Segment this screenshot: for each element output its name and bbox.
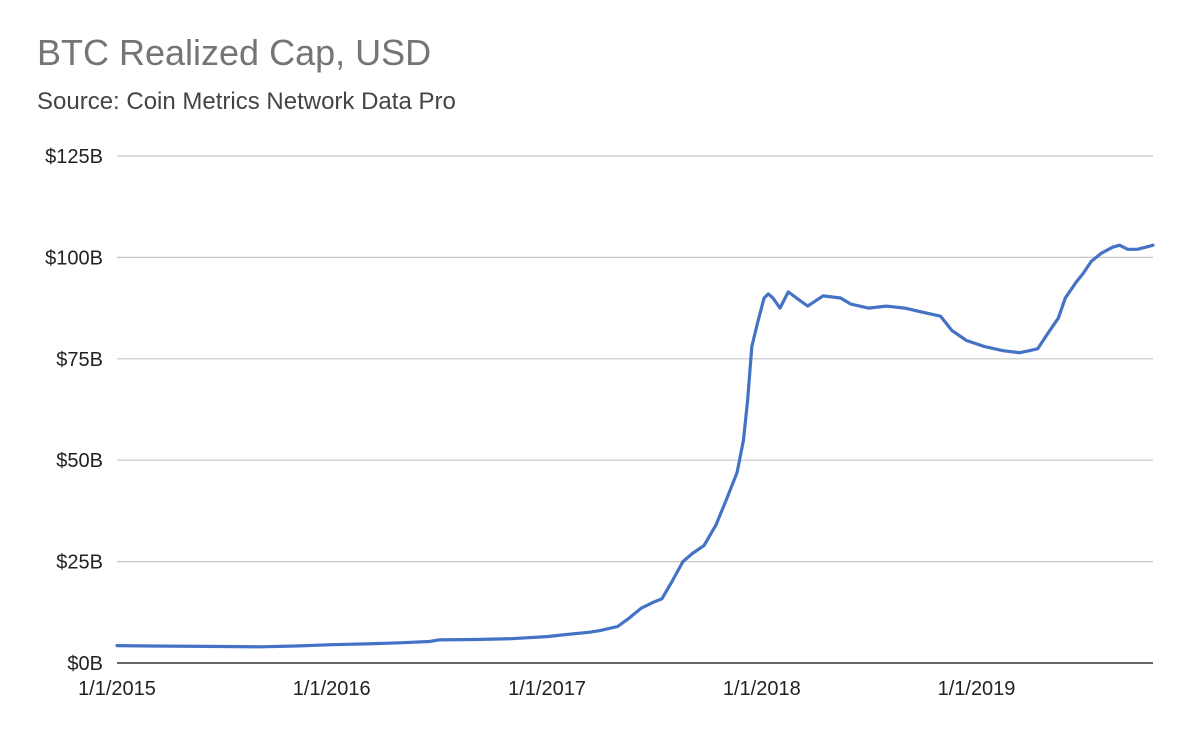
- x-tick-label: 1/1/2016: [293, 678, 371, 700]
- y-tick-label: $75B: [56, 349, 103, 371]
- x-tick-label: 1/1/2019: [938, 678, 1016, 700]
- chart-subtitle: Source: Coin Metrics Network Data Pro: [37, 88, 456, 115]
- x-tick-label: 1/1/2017: [508, 678, 586, 700]
- x-tick-label: 1/1/2015: [78, 678, 156, 700]
- series-line: [115, 243, 1155, 649]
- y-tick-label: $125B: [45, 146, 103, 168]
- y-tick-label: $25B: [56, 552, 103, 574]
- y-tick-label: $0B: [67, 653, 103, 675]
- chart-title: BTC Realized Cap, USD: [37, 32, 432, 73]
- y-tick-label: $100B: [45, 247, 103, 269]
- x-tick-label: 1/1/2018: [723, 678, 801, 700]
- y-tick-label: $50B: [56, 450, 103, 472]
